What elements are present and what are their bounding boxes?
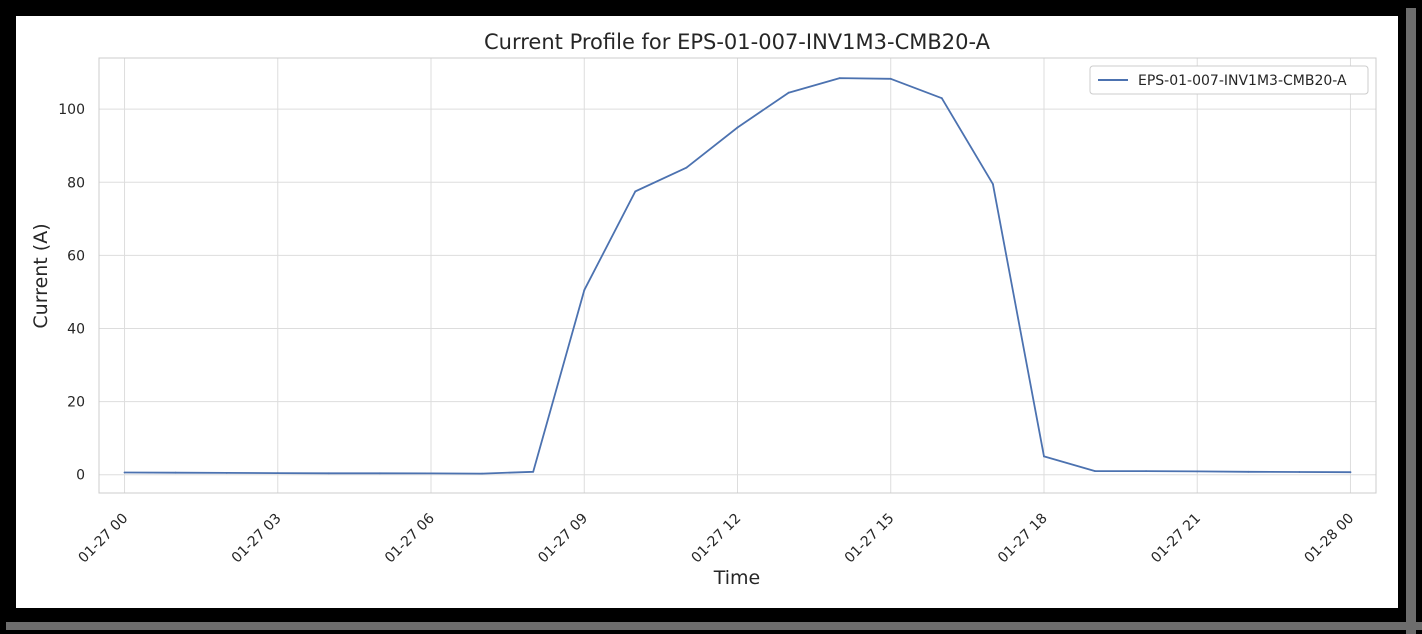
y-tick-label: 20 <box>67 395 85 411</box>
data-point <box>583 289 586 291</box>
legend-box <box>1089 65 1369 95</box>
data-point <box>1196 470 1199 473</box>
y-tick-label: 100 <box>58 102 85 118</box>
x-tick-label: 01-27 00 <box>76 511 132 567</box>
data-point <box>889 77 892 80</box>
data-point <box>940 97 943 100</box>
frame-shadow-right <box>1406 8 1416 634</box>
x-axis-title: Time <box>713 567 761 589</box>
data-point <box>276 472 279 474</box>
x-tick-label: 01-27 15 <box>842 511 898 567</box>
data-point <box>532 470 535 473</box>
x-tick-label: 01-27 09 <box>535 511 591 567</box>
data-point <box>481 472 483 475</box>
plot-border <box>98 57 1377 494</box>
x-tick-label: 01-27 06 <box>382 510 438 566</box>
data-point <box>787 91 790 94</box>
data-point <box>838 77 841 79</box>
y-tick-label: 0 <box>76 468 85 484</box>
x-tick-label: 01-27 12 <box>689 511 745 567</box>
y-axis: 0 20 40 60 80 100 <box>58 102 85 484</box>
x-axis: 01-27 00 01-27 03 01-27 06 01-27 09 01-27 12… <box>76 510 1358 566</box>
data-point <box>225 472 228 474</box>
data-point <box>685 166 688 169</box>
x-tick-label: 01-28 00 <box>1301 511 1357 567</box>
data-point <box>736 126 739 129</box>
data-point <box>1349 471 1352 474</box>
frame-shadow-bottom <box>6 622 1422 630</box>
data-point <box>1298 471 1301 473</box>
x-tick-label: 01-27 03 <box>229 511 285 567</box>
data-point <box>379 472 381 475</box>
y-tick-label: 80 <box>67 175 85 191</box>
y-tick-label: 40 <box>67 322 85 338</box>
data-point <box>1145 470 1147 472</box>
data-point <box>1247 470 1250 473</box>
legend-label: EPS-01-007-INV1M3-CMB20-A <box>1138 73 1347 89</box>
x-tick-label: 01-27 18 <box>995 511 1051 567</box>
data-point <box>992 183 994 186</box>
chart-title: Current Profile for EPS-01-007-INV1M3-CM… <box>484 30 991 54</box>
data-point <box>174 471 177 474</box>
data-point <box>430 472 432 475</box>
grid-lines <box>99 58 1376 493</box>
data-point <box>1043 455 1045 458</box>
data-point <box>328 472 330 475</box>
y-axis-title: Current (A) <box>30 223 52 328</box>
data-point <box>634 190 637 193</box>
data-point <box>123 471 126 474</box>
chart-canvas <box>16 16 1398 608</box>
legend: EPS-01-007-INV1M3-CMB20-A <box>1089 65 1369 95</box>
y-tick-label: 60 <box>67 248 85 264</box>
series-group <box>123 77 1352 475</box>
data-point <box>1094 470 1096 472</box>
x-tick-label: 01-27 21 <box>1148 511 1204 567</box>
